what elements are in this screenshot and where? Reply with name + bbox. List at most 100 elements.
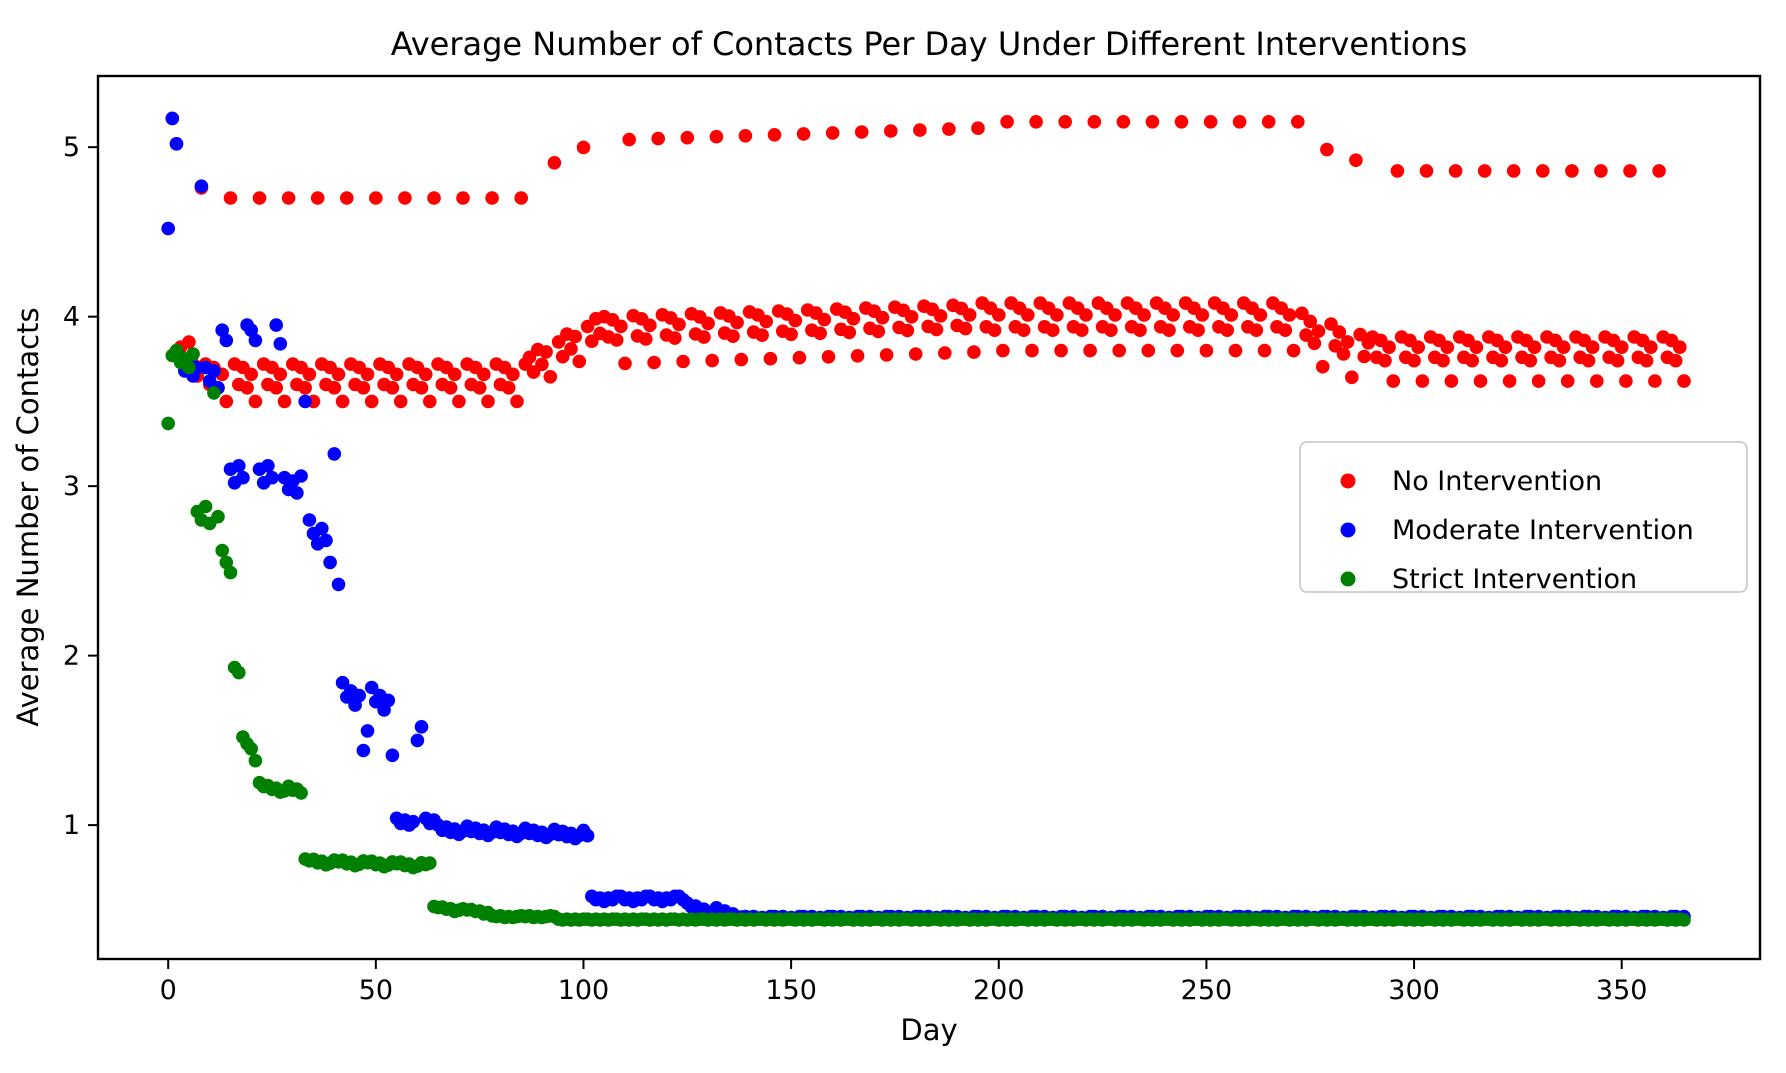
data-point [1610,353,1625,368]
data-point [1340,335,1355,349]
data-point [1199,343,1214,358]
data-point [1112,343,1126,358]
data-point [294,469,308,483]
data-point [186,347,200,361]
data-point [236,470,250,485]
data-point [381,693,396,708]
data-point [1291,115,1305,129]
data-point [1079,308,1093,322]
data-point [1673,340,1687,355]
data-point [1261,115,1276,129]
data-point [244,367,258,382]
data-point [987,323,1002,338]
x-tick-label: 200 [973,975,1025,1006]
data-point [414,381,429,395]
data-point [1029,115,1043,129]
data-point [310,191,325,205]
data-point [1299,328,1313,342]
data-point [547,156,562,170]
data-point [418,367,433,382]
data-point [269,381,284,395]
data-point [929,322,944,337]
data-point [1590,374,1604,388]
legend-label: No Intervention [1392,466,1602,497]
data-point [485,191,499,205]
data-point [842,325,857,340]
data-point [1050,308,1064,322]
data-point [1502,374,1517,388]
data-point [622,132,636,147]
data-point [1440,340,1455,355]
data-point [788,313,803,328]
data-point [1560,374,1575,388]
data-point [1174,115,1189,129]
data-point [232,665,246,680]
data-point [1465,353,1479,368]
data-point [1108,308,1122,322]
data-point [169,137,184,151]
data-point [219,394,234,409]
data-point [356,743,371,758]
data-point [364,394,379,409]
data-point [535,357,549,372]
data-point [1444,374,1459,388]
data-point [1249,323,1264,338]
data-point [427,191,441,205]
data-point [161,416,175,431]
data-point [1228,343,1243,358]
data-point [1506,164,1521,178]
data-point [672,317,686,332]
data-point [879,348,894,362]
data-point [360,367,375,382]
data-point [327,447,342,461]
data-point [360,724,375,738]
data-point [298,394,313,409]
data-point [223,191,238,205]
data-point [958,321,973,336]
data-point [792,350,807,365]
data-point [211,509,225,524]
data-point [456,191,470,205]
data-point [639,332,653,346]
data-point [277,394,292,409]
x-axis: 0 50 100 150 200 250 300 350 [160,959,1647,1006]
data-point [796,127,811,141]
data-point [1415,374,1430,388]
data-point [1257,343,1272,358]
data-point [165,111,180,126]
y-tick-label: 1 [63,810,80,841]
data-point [1644,340,1658,355]
data-point [1021,308,1035,322]
data-point [1307,336,1322,351]
data-points-layer [161,111,1691,927]
data-point [248,333,263,348]
data-point [1278,323,1293,338]
data-point [327,381,342,395]
data-point [1315,359,1330,374]
data-point [933,309,948,323]
data-point [1619,374,1633,388]
x-tick-label: 300 [1388,975,1440,1006]
data-point [423,394,437,409]
data-point [543,370,558,384]
data-point [1332,325,1347,339]
data-point [576,140,591,155]
data-point [1058,115,1072,129]
data-point [1137,308,1151,322]
data-point [389,367,404,382]
data-point [813,326,827,341]
data-point [1000,115,1014,129]
data-point [340,191,354,205]
y-tick-label: 2 [63,641,80,672]
data-point [1536,164,1550,178]
data-point [510,394,524,409]
data-point [564,342,578,356]
data-point [759,314,773,329]
data-point [676,354,690,369]
data-point [1419,164,1434,178]
data-point [335,394,350,409]
data-point [281,191,296,205]
data-point [215,323,229,338]
data-point [477,367,491,382]
